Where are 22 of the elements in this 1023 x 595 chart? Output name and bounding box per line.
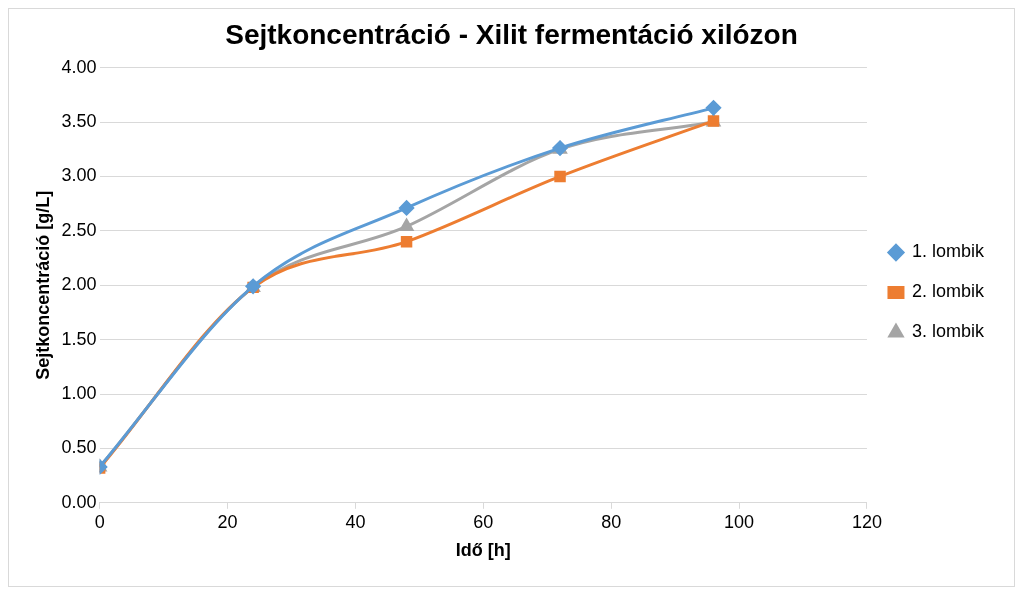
legend-label: 2. lombik (911, 281, 985, 302)
x-axis-title: Idő [h] (455, 540, 511, 561)
x-tick-label: 60 (473, 511, 494, 532)
x-tick-label: 40 (345, 511, 366, 532)
x-tick-label: 120 (851, 511, 882, 532)
y-tick-label: 1.50 (61, 328, 97, 349)
y-axis-title: Sejtkoncentráció [g/L] (32, 190, 53, 380)
x-tick-label: 100 (724, 511, 755, 532)
y-tick-label: 2.00 (61, 274, 97, 295)
x-tick-label: 80 (601, 511, 622, 532)
legend-label: 3. lombik (911, 321, 985, 342)
legend-label: 1. lombik (911, 241, 985, 262)
y-tick-label: 0.50 (61, 437, 97, 458)
chart-title: Sejtkoncentráció - Xilit fermentáció xilózon (225, 18, 798, 50)
x-tick-label: 0 (94, 511, 105, 532)
y-tick-label: 3.00 (61, 165, 97, 186)
y-tick-label: 4.00 (61, 56, 97, 77)
y-tick-label: 3.50 (61, 110, 97, 131)
y-tick-label: 0.00 (61, 491, 97, 512)
y-tick-label: 1.00 (61, 382, 97, 403)
x-tick-label: 20 (217, 511, 238, 532)
y-tick-label: 2.50 (61, 219, 97, 240)
